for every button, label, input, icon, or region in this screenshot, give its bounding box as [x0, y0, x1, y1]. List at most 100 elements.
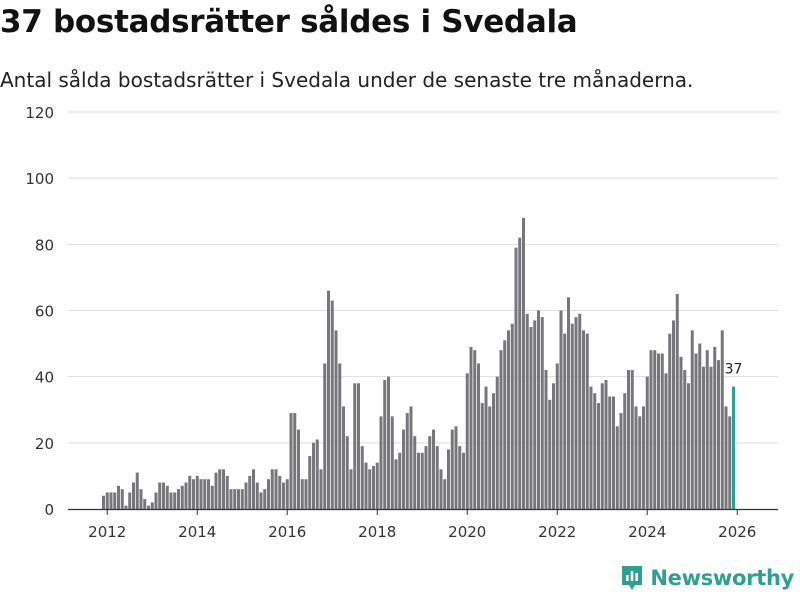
x-tick-label: 2020 — [448, 523, 486, 541]
x-tick-label: 2016 — [268, 523, 306, 541]
bar — [634, 406, 638, 509]
bar — [668, 333, 672, 509]
bar — [139, 489, 143, 509]
bar — [225, 475, 229, 509]
bar — [323, 363, 327, 509]
bar — [653, 350, 657, 509]
bar — [372, 465, 375, 509]
chart-subtitle: Antal sålda bostadsrätter i Svedala unde… — [0, 68, 694, 92]
bar — [585, 333, 589, 509]
bar — [338, 363, 342, 509]
bar — [293, 413, 297, 509]
bar — [143, 499, 147, 509]
bar — [147, 505, 150, 509]
bar — [154, 492, 158, 509]
bar — [720, 330, 724, 509]
bar — [105, 492, 109, 509]
grid-lines — [68, 111, 778, 444]
bar — [420, 452, 424, 509]
bar — [447, 449, 450, 509]
bar — [349, 469, 353, 509]
bar — [312, 442, 315, 509]
bar — [128, 492, 132, 509]
bar — [480, 403, 484, 509]
bar — [357, 383, 360, 509]
bar — [345, 436, 349, 509]
bar — [499, 350, 503, 509]
bar — [282, 482, 285, 509]
bar — [255, 482, 259, 509]
bar — [555, 363, 559, 509]
bar — [263, 489, 267, 509]
bar — [522, 217, 525, 509]
bar — [237, 489, 240, 509]
bar — [604, 379, 608, 509]
bar — [319, 469, 323, 509]
bar — [702, 366, 705, 509]
chart-bars — [102, 217, 735, 510]
y-tick-label: 100 — [25, 170, 54, 188]
bar — [158, 482, 162, 509]
bar — [709, 366, 713, 509]
bar — [102, 495, 105, 509]
bar — [488, 406, 492, 509]
bar — [109, 492, 113, 509]
bar — [570, 323, 574, 509]
bar — [705, 350, 709, 509]
bar — [405, 413, 409, 509]
bar — [627, 370, 630, 509]
bar — [675, 293, 679, 509]
bar — [162, 482, 165, 509]
bar — [630, 370, 634, 509]
bar — [259, 492, 263, 509]
bar — [465, 373, 469, 509]
bar — [267, 479, 270, 509]
bar — [383, 379, 387, 509]
bar — [252, 469, 255, 509]
bar — [398, 452, 402, 509]
bar — [240, 489, 244, 509]
bar — [180, 485, 184, 509]
latest-value-label: 37 — [725, 362, 743, 378]
bar — [492, 393, 495, 509]
bar — [132, 482, 135, 509]
x-tick-label: 2012 — [88, 523, 126, 541]
bar — [120, 489, 124, 509]
bar — [195, 475, 199, 509]
bar — [645, 376, 649, 509]
bar — [289, 413, 293, 509]
x-tick-label: 2022 — [538, 523, 576, 541]
bar — [327, 290, 330, 509]
bar — [469, 346, 473, 509]
bar — [360, 446, 364, 509]
y-tick-label: 40 — [35, 369, 54, 387]
bar — [342, 406, 345, 509]
bar — [214, 472, 218, 509]
bar — [184, 482, 188, 509]
bar — [229, 489, 233, 509]
brand-name: Newsworthy — [650, 566, 794, 590]
bar — [165, 485, 169, 509]
bar — [274, 469, 278, 509]
bar — [150, 502, 154, 509]
bar — [484, 386, 488, 509]
data-labels: 37 — [725, 362, 743, 378]
bar — [304, 479, 308, 509]
bar — [450, 429, 454, 509]
y-axis: 0 20 40 60 80 100 120 — [25, 104, 54, 519]
bar — [330, 300, 334, 509]
bar — [559, 310, 563, 509]
bar — [375, 462, 379, 509]
bar — [248, 475, 252, 509]
bar — [623, 393, 627, 509]
bar — [540, 317, 544, 509]
bar — [495, 376, 499, 509]
bar — [454, 426, 458, 509]
bar — [660, 353, 664, 509]
bar — [387, 376, 390, 509]
bar — [525, 313, 529, 509]
x-tick-label: 2018 — [358, 523, 396, 541]
newsworthy-logo-icon — [622, 566, 643, 590]
bar — [548, 399, 552, 509]
